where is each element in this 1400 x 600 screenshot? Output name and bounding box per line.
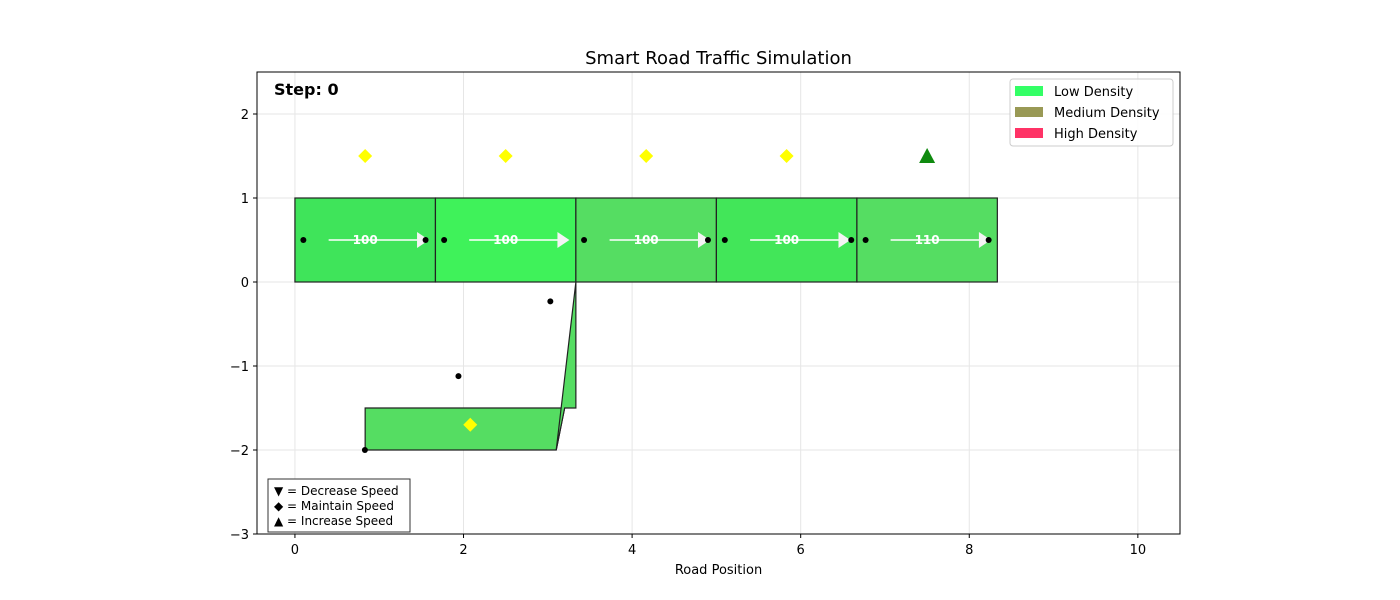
y-tick-label: −2 <box>230 444 249 459</box>
action-key: ▼ = Decrease Speed◆ = Maintain Speed▲ = … <box>267 478 411 533</box>
segment-speed-label: 100 <box>493 233 518 247</box>
step-counter: Step: 0 <box>274 80 339 99</box>
vehicle-dot <box>704 237 711 243</box>
legend-label: Low Density <box>1054 85 1133 100</box>
legend-swatch <box>1015 128 1043 138</box>
increase-speed-marker <box>919 148 936 163</box>
y-tick-label: −3 <box>230 528 249 543</box>
flow-arrow-head <box>557 232 570 248</box>
vehicle-dot <box>581 237 588 243</box>
vehicle-dot <box>862 237 869 243</box>
y-tick-label: −1 <box>230 360 249 375</box>
vehicles <box>300 237 992 453</box>
segment-speed-label: 100 <box>353 233 378 247</box>
y-tick-label: 2 <box>241 108 249 123</box>
vehicle-dot <box>422 237 429 243</box>
flow-arrow-head <box>838 232 851 248</box>
vehicle-dot <box>985 237 992 243</box>
segment-speed-label: 100 <box>774 233 799 247</box>
maintain-speed-marker <box>498 149 513 163</box>
ramp-connector <box>555 281 577 451</box>
legend-swatch <box>1015 86 1043 96</box>
vehicle-dot <box>547 298 554 305</box>
x-tick-label: 6 <box>797 543 805 558</box>
on-ramp <box>364 281 577 451</box>
flow-arrow-head <box>697 232 710 248</box>
x-tick-label: 0 <box>291 543 299 558</box>
action-key-box <box>267 478 411 533</box>
road-segments: 100 100 100 100 110 <box>294 197 998 283</box>
vehicle-dot <box>455 373 462 380</box>
flow-arrow-head <box>978 232 991 248</box>
plot-frame <box>256 71 1181 535</box>
segment-speed-label: 100 <box>634 233 659 247</box>
maintain-speed-marker <box>358 149 373 163</box>
legend-swatch <box>1015 107 1043 117</box>
vehicle-dot <box>361 447 368 453</box>
speed-actions <box>358 148 936 432</box>
y-tick-label: 0 <box>241 276 249 291</box>
action-key-line: ▲ = Increase Speed <box>274 514 393 528</box>
x-tick-label: 2 <box>459 543 467 558</box>
vehicle-dot <box>721 237 728 243</box>
vehicle-dot <box>300 237 307 243</box>
legend-box <box>1009 78 1174 147</box>
legend-label: Medium Density <box>1054 106 1160 121</box>
vehicle-dot <box>848 237 855 243</box>
maintain-speed-marker <box>779 149 794 163</box>
action-key-line: ◆ = Maintain Speed <box>274 499 394 513</box>
x-tick-label: 8 <box>965 543 973 558</box>
segment-speed-label: 110 <box>915 233 940 247</box>
x-axis-label: Road Position <box>675 563 762 578</box>
legend-label: High Density <box>1054 127 1138 142</box>
x-tick-label: 4 <box>628 543 636 558</box>
ramp-lane <box>364 407 566 451</box>
maintain-speed-marker <box>639 149 654 163</box>
x-tick-label: 10 <box>1130 543 1147 558</box>
action-key-line: ▼ = Decrease Speed <box>274 484 399 498</box>
y-tick-label: 1 <box>241 192 249 207</box>
maintain-speed-marker <box>463 417 478 432</box>
density-legend: Low Density Medium Density High Density <box>1009 78 1174 147</box>
chart-title: Smart Road Traffic Simulation <box>585 48 852 69</box>
vehicle-dot <box>441 237 448 243</box>
